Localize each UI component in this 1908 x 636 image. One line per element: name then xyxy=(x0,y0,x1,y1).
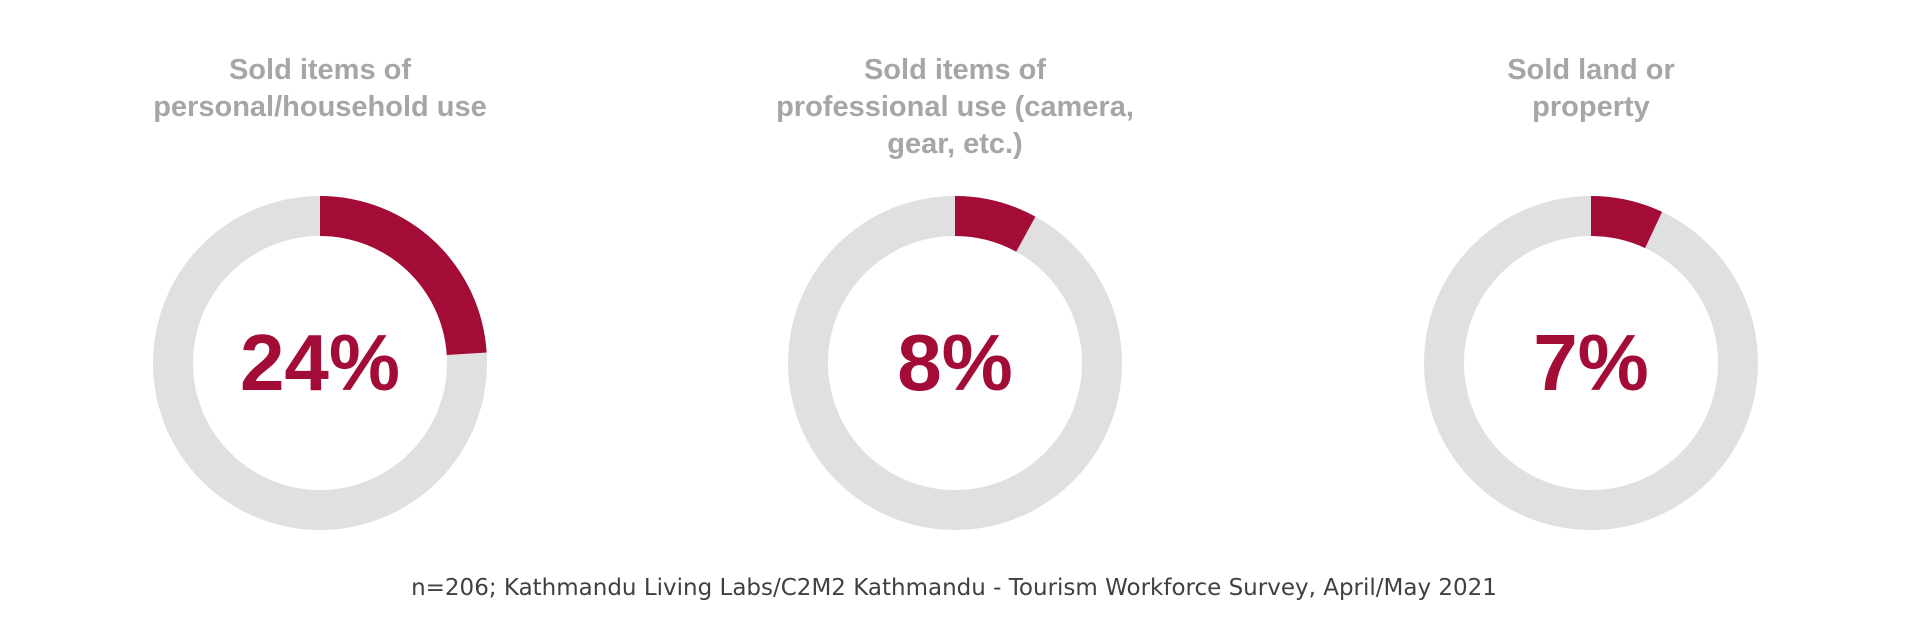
chart-title-line: Sold items of xyxy=(228,54,412,86)
donut-panel-land: Sold land or property 7% xyxy=(1381,0,1801,560)
donut-chart: 7% xyxy=(1424,196,1758,530)
donut-value-label: 24% xyxy=(240,318,400,407)
chart-title-line: Sold land or xyxy=(1507,54,1675,86)
chart-title-line: personal/household use xyxy=(153,91,487,123)
chart-title-line: Sold items of xyxy=(863,54,1047,86)
donut-panel-professional: Sold items of professional use (camera, … xyxy=(745,0,1165,560)
donut-value-segment xyxy=(320,196,487,356)
donut-value-segment xyxy=(1591,196,1663,249)
chart-title-line: professional use (camera, xyxy=(776,91,1134,123)
donut-chart: 24% xyxy=(153,196,487,530)
donut-chart: 8% xyxy=(788,196,1122,530)
donut-value-segment xyxy=(955,196,1036,252)
donut-panel-personal: Sold items of personal/household use 24% xyxy=(110,0,530,560)
chart-title: Sold land or property xyxy=(1381,52,1801,126)
donut-value-label: 7% xyxy=(1533,318,1649,407)
chart-title-line: property xyxy=(1532,91,1650,123)
chart-title: Sold items of professional use (camera, … xyxy=(745,52,1165,163)
chart-title: Sold items of personal/household use xyxy=(110,52,530,126)
donut-value-label: 8% xyxy=(897,318,1013,407)
source-note: n=206; Kathmandu Living Labs/C2M2 Kathma… xyxy=(411,575,1497,601)
chart-title-line: gear, etc.) xyxy=(887,128,1023,160)
